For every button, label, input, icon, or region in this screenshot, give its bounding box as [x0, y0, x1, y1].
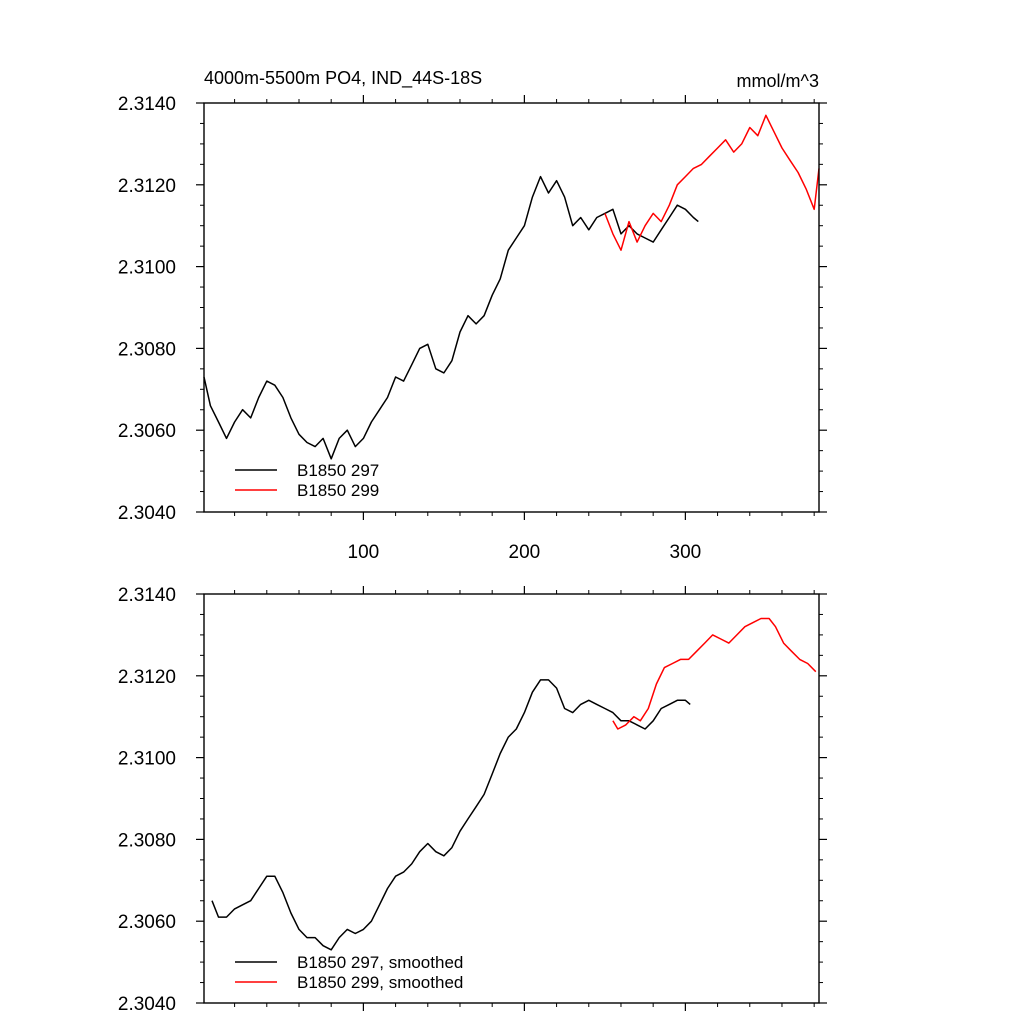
series-line-b1850-297: [211, 679, 691, 951]
bottom-plot-frame: [203, 593, 820, 1004]
y-tick-label: 2.3040: [118, 994, 176, 1015]
legend-label: B1850 299, smoothed: [297, 973, 463, 992]
series-line-b1850-299: [604, 114, 820, 251]
series-line-b1850-299: [612, 617, 817, 730]
bottom-panel: 2.3040 2.3060 2.3080 2.3100 2.3120 2.3140 B18…: [118, 585, 827, 1015]
y-tick-label: 2.3120: [118, 176, 176, 197]
legend-label: B1850 297: [297, 461, 379, 480]
legend-label: B1850 297, smoothed: [297, 953, 463, 972]
y-tick-label: 2.3120: [118, 667, 176, 688]
x-tick-label: 100: [348, 542, 380, 563]
x-tick-label: 300: [670, 542, 702, 563]
chart-title: 4000m-5500m PO4, IND_44S-18S: [204, 68, 482, 89]
x-tick-label: 200: [509, 542, 541, 563]
y-tick-label: 2.3100: [118, 258, 176, 279]
y-tick-label: 2.3140: [118, 585, 176, 606]
y-tick-label: 2.3060: [118, 421, 176, 442]
y-tick-label: 2.3080: [118, 830, 176, 851]
top-plot-frame: [203, 102, 820, 513]
y-tick-label: 2.3060: [118, 912, 176, 933]
y-tick-label: 2.3100: [118, 749, 176, 770]
y-tick-label: 2.3040: [118, 503, 176, 524]
legend-label: B1850 299: [297, 481, 379, 500]
units-label: mmol/m^3: [737, 71, 819, 91]
y-tick-label: 2.3080: [118, 339, 176, 360]
y-tick-label: 2.3140: [118, 94, 176, 115]
series-line-b1850-297: [203, 175, 699, 460]
top-panel: 4000m-5500m PO4, IND_44S-18S mmol/m^3 2.…: [118, 68, 827, 563]
